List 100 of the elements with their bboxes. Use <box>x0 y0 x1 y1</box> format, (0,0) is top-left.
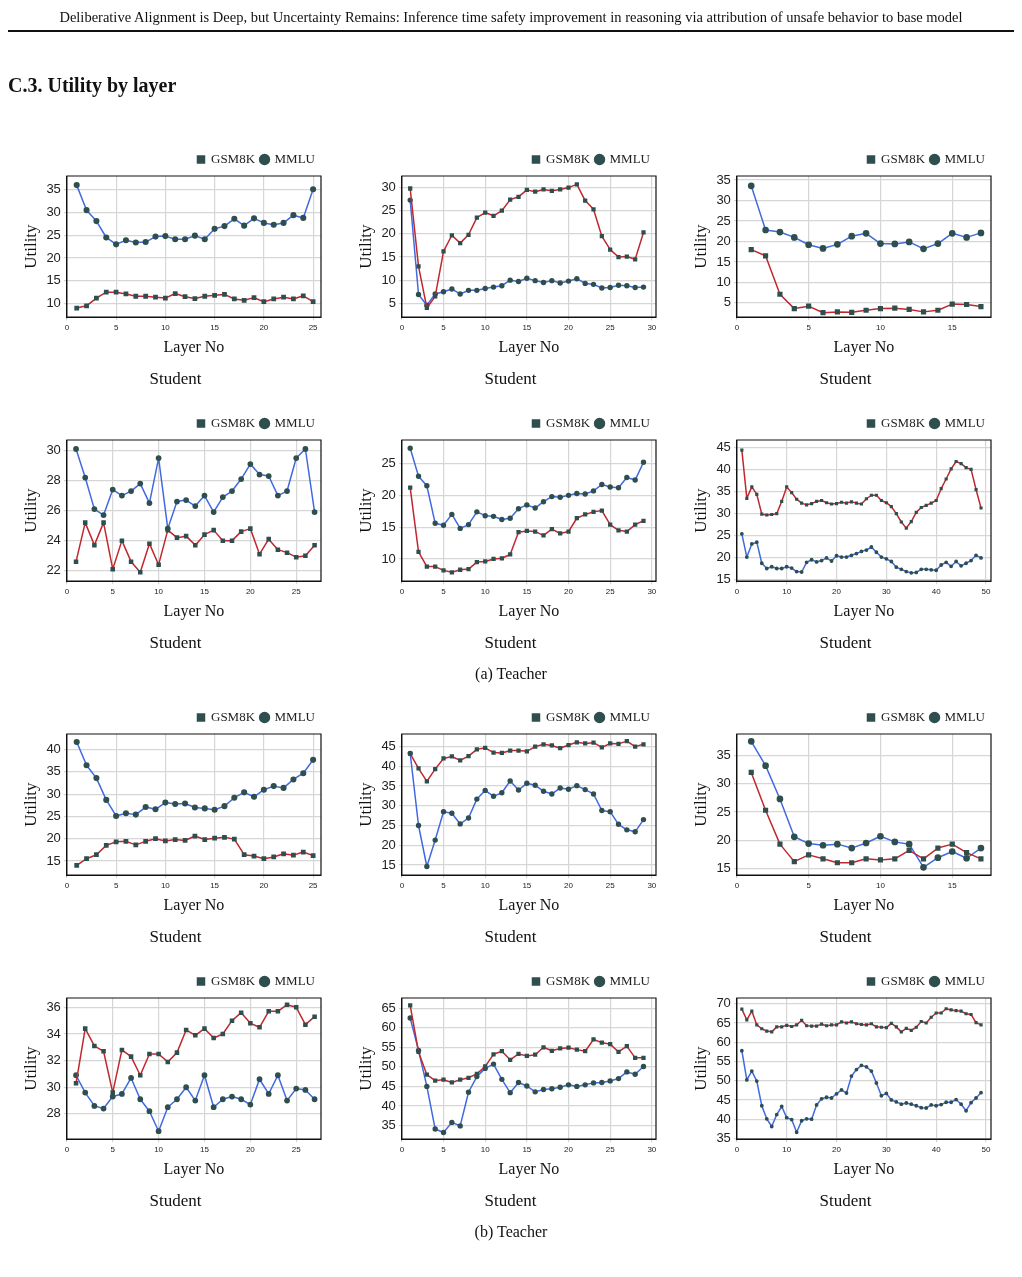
y-tick-label: 30 <box>715 505 731 521</box>
y-tick-label: 30 <box>715 775 731 791</box>
x-tick-label: 20 <box>563 587 574 597</box>
y-axis-title: Utility <box>355 1045 375 1091</box>
y-tick-label: 65 <box>380 999 396 1015</box>
x-tick-label: 10 <box>480 881 490 891</box>
y-tick-label: 35 <box>715 1130 731 1146</box>
legend-label: GSM8K <box>545 414 591 430</box>
y-axis-title: Utility <box>355 487 375 533</box>
x-tick-label: 0 <box>64 1145 70 1155</box>
y-tick-label: 25 <box>380 455 396 471</box>
legend-label: MMLU <box>609 972 651 988</box>
x-tick-label: 15 <box>199 587 209 597</box>
x-tick-label: 25 <box>605 1145 615 1155</box>
y-axis-title: Utility <box>355 781 375 827</box>
x-tick-label: 5 <box>440 881 446 891</box>
y-tick-label: 50 <box>380 1058 396 1074</box>
text: Student <box>819 633 872 653</box>
legend-label: MMLU <box>609 414 651 430</box>
x-tick-label: 5 <box>805 323 811 333</box>
x-tick-label: 10 <box>160 881 170 891</box>
y-tick-label: 20 <box>715 831 731 847</box>
y-tick-label: 36 <box>45 998 61 1014</box>
y-tick-label: 50 <box>715 1072 731 1088</box>
legend-label: GSM8K <box>210 414 256 430</box>
x-tick-label: 20 <box>258 323 269 333</box>
legend-label: MMLU <box>274 708 316 724</box>
text: Student <box>819 1191 872 1211</box>
y-tick-label: 15 <box>380 518 396 534</box>
x-tick-label: 10 <box>480 1145 490 1155</box>
y-tick-label: 35 <box>380 777 396 793</box>
y-tick-label: 10 <box>45 295 61 311</box>
y-axis-title: Utility <box>690 223 710 269</box>
y-tick-label: 15 <box>715 571 731 587</box>
y-tick-label: 20 <box>380 836 396 852</box>
x-tick-label: 0 <box>64 323 70 333</box>
x-tick-label: 5 <box>440 323 446 333</box>
y-tick-label: 30 <box>45 204 61 220</box>
x-tick-label: 25 <box>291 1145 301 1155</box>
y-tick-label: 30 <box>45 785 61 801</box>
text: Student <box>149 1191 202 1211</box>
legend-label: GSM8K <box>880 150 926 166</box>
y-tick-label: 45 <box>715 1091 731 1107</box>
x-tick-label: 25 <box>308 323 318 333</box>
text: (a) Teacher <box>474 665 548 683</box>
x-tick-label: 0 <box>399 1145 405 1155</box>
y-axis-title: Utility <box>20 223 40 269</box>
x-tick-label: 20 <box>831 587 842 597</box>
legend-label: GSM8K <box>880 414 926 430</box>
y-tick-label: 20 <box>45 830 61 846</box>
x-tick-label: 20 <box>245 587 255 597</box>
x-tick-label: 30 <box>646 323 657 333</box>
text: (b) Teacher <box>473 1223 549 1241</box>
text: Student <box>149 369 202 389</box>
x-tick-label: 10 <box>781 1145 792 1155</box>
x-tick-label: 20 <box>563 881 574 891</box>
x-tick-label: 30 <box>881 1145 891 1155</box>
y-tick-label: 40 <box>715 1110 731 1126</box>
y-tick-label: 55 <box>380 1038 396 1054</box>
y-tick-label: 34 <box>45 1025 61 1041</box>
y-axis-title: Utility <box>690 487 710 533</box>
text: Student <box>484 1191 537 1211</box>
legend-label: GSM8K <box>880 708 926 724</box>
x-tick-label: 5 <box>110 1145 116 1155</box>
x-tick-label: 5 <box>440 1145 446 1155</box>
y-tick-label: 10 <box>380 271 396 287</box>
y-tick-label: 15 <box>45 272 61 288</box>
y-tick-label: 45 <box>380 1077 396 1093</box>
y-tick-label: 20 <box>45 249 61 265</box>
x-tick-label: 15 <box>521 881 532 891</box>
y-tick-label: 25 <box>715 803 731 819</box>
y-tick-label: 40 <box>380 1097 396 1113</box>
legend-label: GSM8K <box>545 972 591 988</box>
legend-label: MMLU <box>944 414 986 430</box>
y-tick-label: 28 <box>45 1105 61 1121</box>
x-tick-label: 10 <box>781 587 792 597</box>
x-tick-label: 5 <box>110 587 116 597</box>
x-tick-label: 10 <box>153 1145 164 1155</box>
y-tick-label: 60 <box>380 1019 396 1035</box>
y-axis-title: Utility <box>355 223 375 269</box>
x-tick-label: 0 <box>734 323 740 333</box>
x-tick-label: 15 <box>209 881 220 891</box>
x-tick-label: 20 <box>258 881 269 891</box>
y-tick-label: 25 <box>715 527 731 543</box>
x-tick-label: 30 <box>646 881 657 891</box>
x-tick-label: 40 <box>931 1145 941 1155</box>
y-tick-label: 5 <box>723 294 731 310</box>
x-tick-label: 10 <box>160 323 170 333</box>
x-tick-label: 5 <box>440 587 446 597</box>
y-tick-label: 35 <box>380 1117 396 1133</box>
x-axis-title: Layer No <box>833 337 894 356</box>
y-tick-label: 40 <box>380 757 396 773</box>
text: Student <box>484 633 537 653</box>
y-tick-label: 26 <box>45 502 61 518</box>
x-axis-title: Layer No <box>833 1159 894 1178</box>
text: Student <box>484 369 537 389</box>
x-tick-label: 10 <box>480 323 490 333</box>
x-tick-label: 20 <box>245 1145 255 1155</box>
y-axis-title: Utility <box>20 1045 40 1091</box>
legend-label: MMLU <box>944 972 986 988</box>
